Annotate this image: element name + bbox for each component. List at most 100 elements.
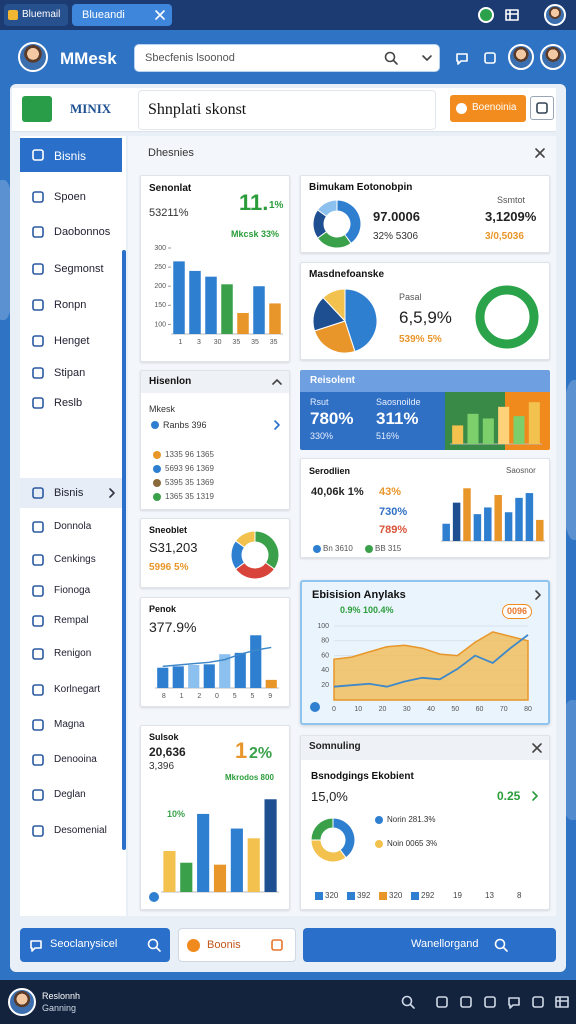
grid-icon[interactable] bbox=[554, 994, 570, 1010]
action-button[interactable]: Wanellorgand bbox=[303, 928, 556, 962]
up-icon[interactable] bbox=[269, 374, 285, 390]
card: 100 150 200 250 300 1 3 30 35 35 35 Senonlat 53211% 1… bbox=[140, 175, 290, 362]
chat-icon[interactable] bbox=[506, 994, 522, 1010]
right-icon[interactable] bbox=[269, 417, 285, 433]
x-tick-label: 5 bbox=[233, 693, 237, 700]
close-icon[interactable] bbox=[532, 145, 548, 161]
y-tick-label: 200 bbox=[154, 283, 166, 290]
axis-label: 320 bbox=[389, 891, 403, 900]
avatar bbox=[18, 42, 48, 72]
sidebar-item[interactable]: Bisnis bbox=[20, 138, 122, 172]
box-icon bbox=[32, 191, 44, 203]
card-text: Pasal bbox=[399, 292, 422, 302]
box-icon bbox=[32, 263, 44, 275]
icon-shape bbox=[32, 554, 44, 566]
avatar bbox=[508, 44, 534, 70]
card-text: 377.9% bbox=[149, 619, 197, 635]
close-icon[interactable] bbox=[152, 7, 168, 23]
sidebar-item[interactable]: Donnola bbox=[20, 512, 122, 542]
sidebar-item[interactable]: Magna bbox=[20, 710, 122, 740]
axis-label: 13 bbox=[485, 891, 494, 900]
card-text: 20,636 bbox=[149, 745, 186, 759]
chat-icon[interactable] bbox=[454, 50, 470, 66]
sidebar-item[interactable]: Deglan bbox=[20, 780, 122, 810]
sidebar-item[interactable]: Daobonnos bbox=[20, 215, 122, 249]
tab[interactable]: Blueandi bbox=[72, 4, 172, 26]
right-icon[interactable] bbox=[527, 788, 543, 804]
sidebar-item[interactable]: Segmonst bbox=[20, 252, 122, 286]
card-text: 32% 5306 bbox=[373, 231, 419, 242]
status-icon[interactable] bbox=[478, 7, 494, 23]
sidebar-item[interactable]: Ronpn bbox=[20, 288, 122, 322]
sidebar-item[interactable]: Cenkings bbox=[20, 545, 122, 575]
box-icon[interactable] bbox=[482, 50, 498, 66]
icon-shape bbox=[274, 420, 280, 430]
sidebar-item[interactable]: Korlnegart bbox=[20, 675, 122, 705]
x-tick-label: 35 bbox=[270, 339, 278, 346]
card: Hisenlon Mkesk Ranbs 396 1335 96 1365 5693 9… bbox=[140, 370, 290, 510]
box-icon[interactable] bbox=[458, 994, 474, 1010]
icon-button[interactable] bbox=[530, 96, 554, 120]
sidebar-item[interactable]: Spoen bbox=[20, 180, 122, 214]
box-icon[interactable] bbox=[530, 994, 546, 1010]
icon-shape bbox=[32, 684, 44, 696]
card-title: Sneoblet bbox=[149, 525, 188, 535]
card-title: Reisolent bbox=[310, 375, 356, 386]
icon-shape bbox=[32, 335, 44, 347]
button-icon bbox=[187, 939, 200, 952]
search-icon[interactable] bbox=[383, 50, 399, 66]
search-box[interactable]: Sbecfenis lsoonod bbox=[134, 44, 440, 72]
primary-button[interactable]: Boenoinia bbox=[450, 95, 526, 122]
close-icon[interactable] bbox=[529, 740, 545, 756]
x-tick-label: 5 bbox=[250, 693, 254, 700]
sidebar-item[interactable]: Henget bbox=[20, 324, 122, 358]
card-text: Mkesk bbox=[149, 404, 176, 414]
box-icon bbox=[32, 521, 44, 533]
box-icon bbox=[32, 684, 44, 696]
down-icon[interactable] bbox=[419, 50, 435, 66]
card-text: S31,203 bbox=[149, 540, 198, 555]
card-text: 15,0% bbox=[311, 789, 348, 804]
sidebar-item[interactable]: Stipan bbox=[20, 356, 122, 390]
icon-shape bbox=[32, 397, 44, 409]
donut-slice bbox=[316, 199, 338, 218]
sidebar-item[interactable]: Denooina bbox=[20, 745, 122, 775]
action-button[interactable]: Boonis bbox=[178, 928, 296, 962]
card-text: 1335 96 1365 bbox=[165, 450, 214, 459]
sidebar-item[interactable]: Desomenial bbox=[20, 816, 122, 846]
sidebar-label: Henget bbox=[54, 335, 90, 347]
bar bbox=[536, 519, 544, 541]
sidebar-section[interactable]: Bisnis bbox=[20, 478, 122, 508]
x-tick-label: 2 bbox=[197, 693, 201, 700]
action-button[interactable]: Seoclanysicel bbox=[20, 928, 170, 962]
tab[interactable]: Bluemail bbox=[4, 4, 68, 26]
box-icon bbox=[32, 789, 44, 801]
box-icon[interactable] bbox=[434, 994, 450, 1010]
legend-dot bbox=[375, 816, 383, 824]
y-tick-label: 20 bbox=[321, 682, 329, 689]
box-icon[interactable] bbox=[482, 994, 498, 1010]
sidebar-section-label: Bisnis bbox=[54, 487, 84, 499]
card-text: 311% bbox=[376, 409, 419, 428]
icon-shape bbox=[456, 53, 468, 65]
bar bbox=[173, 261, 185, 334]
bar bbox=[269, 303, 281, 334]
status-text: Reslonnh bbox=[42, 991, 81, 1001]
bar bbox=[484, 507, 492, 541]
sidebar-item[interactable]: Rempal bbox=[20, 606, 122, 636]
sidebar-label: Spoen bbox=[54, 191, 86, 203]
legend-swatch bbox=[475, 892, 483, 900]
sidebar-item[interactable]: Reslb bbox=[20, 386, 122, 420]
bar bbox=[180, 862, 193, 892]
search-icon[interactable] bbox=[400, 994, 416, 1010]
sidebar-item[interactable]: Renigon bbox=[20, 639, 122, 669]
scrollbar bbox=[122, 250, 126, 850]
bar bbox=[157, 667, 169, 688]
right-icon[interactable] bbox=[530, 587, 546, 603]
sidebar-item[interactable]: Fionoga bbox=[20, 576, 122, 606]
chart bbox=[312, 199, 362, 249]
grid-icon[interactable] bbox=[504, 7, 520, 23]
sidebar-label: Daobonnos bbox=[54, 226, 111, 238]
chart bbox=[441, 488, 545, 542]
legend-swatch bbox=[411, 892, 419, 900]
